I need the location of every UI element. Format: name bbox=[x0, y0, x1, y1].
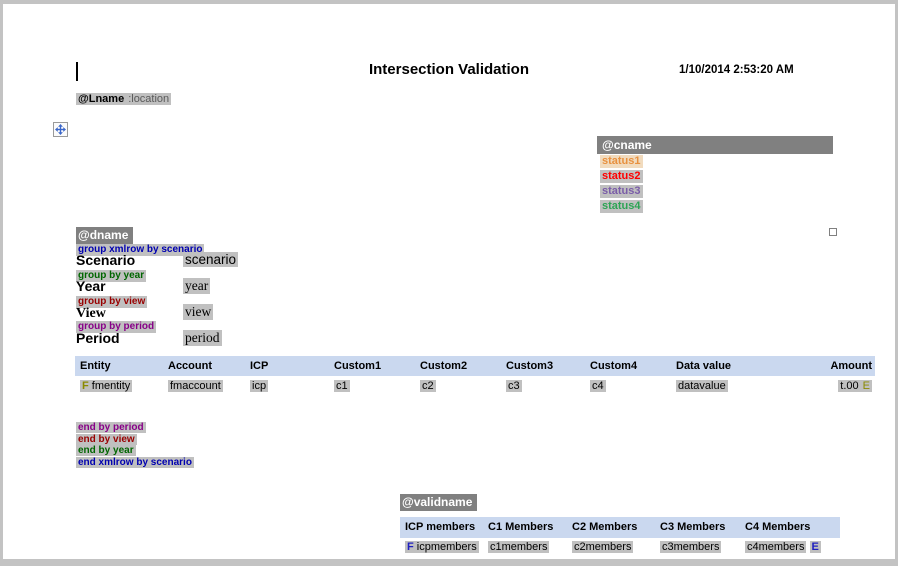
account-field[interactable]: fmaccount bbox=[168, 380, 223, 392]
c4members-field[interactable]: c4members bbox=[745, 541, 807, 553]
scenario-row: Scenario scenario bbox=[76, 252, 376, 269]
status2-field[interactable]: status2 bbox=[600, 170, 643, 183]
year-label: Year bbox=[76, 278, 106, 294]
data-table-row: F fmentity fmaccount icp c1 c2 c3 c4 dat… bbox=[75, 379, 875, 394]
validation-row: F icpmembers c1members c2members c3membe… bbox=[400, 540, 840, 555]
validation-table: ICP members C1 Members C2 Members C3 Mem… bbox=[400, 517, 840, 555]
col-header-c1-members: C1 Members bbox=[488, 521, 554, 533]
amount-suffix-marker[interactable]: E bbox=[860, 380, 872, 392]
year-field[interactable]: year bbox=[183, 278, 211, 294]
end-by-year[interactable]: end by year bbox=[76, 445, 136, 456]
icp-cell: icp bbox=[245, 379, 329, 394]
validname-field-bar[interactable]: @validname bbox=[400, 494, 478, 511]
dname-field-bar[interactable]: @dname bbox=[76, 227, 134, 244]
lname-field-label[interactable]: @Lname bbox=[76, 93, 127, 105]
custom3-field[interactable]: c3 bbox=[506, 380, 522, 392]
icp-field[interactable]: icp bbox=[250, 380, 269, 392]
col-header-entity: Entity bbox=[80, 360, 111, 372]
col-header-icp-members: ICP members bbox=[405, 521, 476, 533]
custom3-cell: c3 bbox=[501, 379, 585, 394]
validation-header-row: ICP members C1 Members C2 Members C3 Mem… bbox=[400, 517, 840, 538]
group-open-scenario[interactable]: group xmlrow by scenario bbox=[76, 244, 205, 256]
col-header-c4-members: C4 Members bbox=[745, 521, 811, 533]
custom2-cell: c2 bbox=[415, 379, 501, 394]
c1members-field[interactable]: c1members bbox=[488, 541, 550, 553]
data-table: Entity Account ICP Custom1 Custom2 Custo… bbox=[75, 356, 875, 394]
report-timestamp: 1/10/2014 2:53:20 AM bbox=[679, 64, 794, 76]
end-by-period[interactable]: end by period bbox=[76, 422, 146, 433]
col-header-amount: Amount bbox=[830, 360, 872, 372]
period-row: Period period bbox=[76, 330, 376, 347]
col-header-c3-members: C3 Members bbox=[660, 521, 726, 533]
entity-prefix-marker[interactable]: F bbox=[82, 380, 89, 392]
c1members-cell: c1members bbox=[483, 540, 567, 555]
datavalue-cell: datavalue bbox=[671, 379, 821, 394]
view-field[interactable]: view bbox=[183, 304, 214, 320]
group-open-year[interactable]: group by year bbox=[76, 270, 147, 282]
account-cell: fmaccount bbox=[163, 379, 245, 394]
status4-field[interactable]: status4 bbox=[600, 200, 643, 213]
c2members-cell: c2members bbox=[567, 540, 655, 555]
data-table-header-row: Entity Account ICP Custom1 Custom2 Custo… bbox=[75, 356, 875, 376]
custom1-cell: c1 bbox=[329, 379, 415, 394]
col-header-account: Account bbox=[168, 360, 212, 372]
view-row: View view bbox=[76, 304, 376, 321]
scenario-field[interactable]: scenario bbox=[183, 252, 239, 267]
amount-cell: t.00 E bbox=[821, 379, 875, 394]
members-suffix-marker[interactable]: E bbox=[809, 541, 821, 553]
col-header-custom2: Custom2 bbox=[420, 360, 468, 372]
table-move-handle[interactable] bbox=[53, 122, 68, 137]
group-open-view[interactable]: group by view bbox=[76, 296, 148, 308]
datavalue-field[interactable]: datavalue bbox=[676, 380, 728, 392]
year-row: Year year bbox=[76, 278, 376, 295]
resize-square-handle[interactable] bbox=[829, 228, 837, 236]
cname-field-bar[interactable]: @cname bbox=[597, 136, 833, 154]
view-label: View bbox=[76, 306, 106, 321]
status-list: status1 status2 status3 status4 bbox=[600, 155, 643, 215]
col-header-icp: ICP bbox=[250, 360, 269, 372]
status3-field[interactable]: status3 bbox=[600, 185, 643, 198]
entity-cell: F fmentity bbox=[75, 379, 163, 394]
lname-field-value[interactable]: :location bbox=[126, 93, 172, 105]
amount-field[interactable]: t.00 bbox=[838, 380, 861, 392]
lname-field[interactable]: @Lname:location bbox=[76, 93, 172, 105]
period-label: Period bbox=[76, 330, 120, 346]
col-header-custom1: Custom1 bbox=[334, 360, 382, 372]
c3members-cell: c3members bbox=[655, 540, 740, 555]
custom4-cell: c4 bbox=[585, 379, 671, 394]
end-xmlrow-scenario[interactable]: end xmlrow by scenario bbox=[76, 456, 194, 468]
end-codes-block: end by period end by view end by year en… bbox=[76, 422, 194, 468]
period-field[interactable]: period bbox=[183, 330, 222, 346]
members-prefix-marker[interactable]: F bbox=[407, 541, 414, 553]
dname-section: @dname group xmlrow by scenario Scenario… bbox=[76, 227, 376, 352]
icpmembers-field[interactable]: icpmembers bbox=[416, 541, 477, 553]
page-title: Intersection Validation bbox=[368, 61, 530, 78]
scenario-label: Scenario bbox=[76, 252, 136, 268]
end-by-view[interactable]: end by view bbox=[76, 433, 137, 445]
status1-field[interactable]: status1 bbox=[600, 155, 643, 168]
group-open-period[interactable]: group by period bbox=[76, 321, 157, 333]
col-header-c2-members: C2 Members bbox=[572, 521, 638, 533]
col-header-custom3: Custom3 bbox=[506, 360, 554, 372]
validname-section: @validname bbox=[400, 493, 478, 511]
entity-field[interactable]: fmentity bbox=[91, 380, 131, 392]
col-header-custom4: Custom4 bbox=[590, 360, 638, 372]
col-header-datavalue: Data value bbox=[676, 360, 732, 372]
move-arrows-icon bbox=[55, 124, 66, 135]
custom1-field[interactable]: c1 bbox=[334, 380, 350, 392]
custom2-field[interactable]: c2 bbox=[420, 380, 436, 392]
c4members-cell: c4members E bbox=[740, 540, 840, 555]
icpmembers-cell: F icpmembers bbox=[400, 540, 483, 555]
text-cursor bbox=[76, 62, 78, 81]
c2members-field[interactable]: c2members bbox=[572, 541, 634, 553]
custom4-field[interactable]: c4 bbox=[590, 380, 606, 392]
c3members-field[interactable]: c3members bbox=[660, 541, 722, 553]
